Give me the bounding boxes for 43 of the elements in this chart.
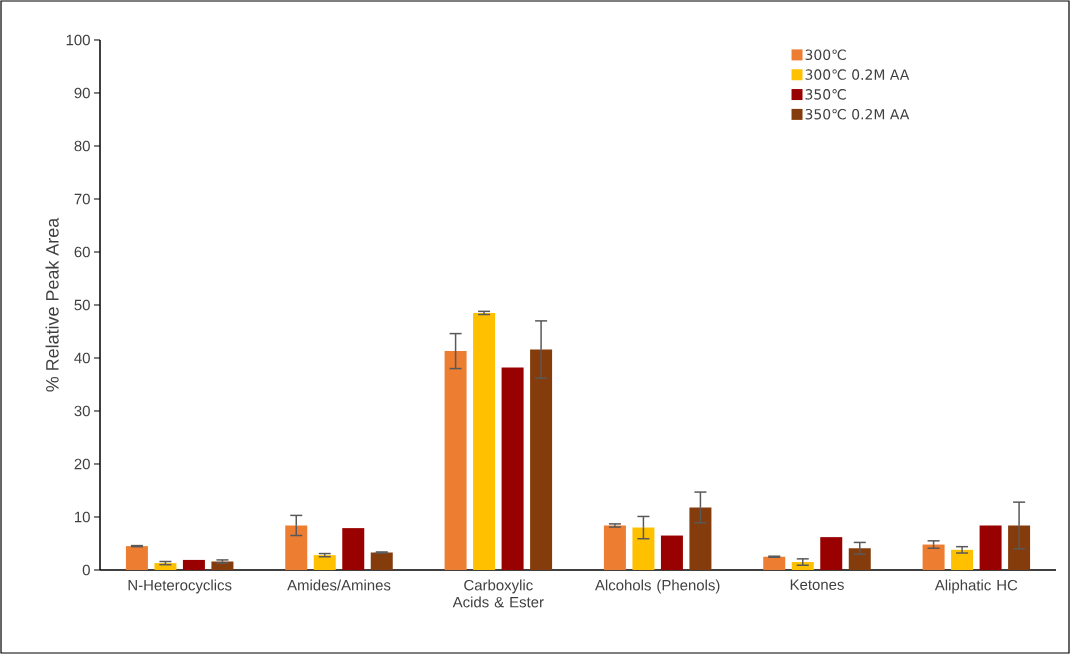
bar bbox=[370, 552, 393, 570]
x-tick-label: Amides/Amines bbox=[287, 579, 391, 591]
legend-label: 300℃ 0.2M AA bbox=[805, 69, 910, 80]
bar bbox=[922, 544, 945, 570]
y-tick-label: 70 bbox=[74, 193, 90, 205]
y-tick-label: 30 bbox=[74, 405, 90, 417]
y-tick-label: 40 bbox=[74, 352, 90, 364]
bar bbox=[820, 537, 843, 570]
bar bbox=[444, 351, 467, 570]
legend-label: 300℃ bbox=[805, 49, 846, 61]
bar bbox=[530, 349, 553, 570]
x-tick-label: N-Heterocyclics bbox=[128, 579, 232, 594]
y-tick-label: 100 bbox=[66, 34, 90, 46]
x-tick-label: Carboxylic Acids & Ester bbox=[452, 579, 544, 608]
bar bbox=[342, 528, 365, 570]
bar bbox=[125, 546, 148, 570]
bar bbox=[632, 527, 655, 570]
bar bbox=[763, 556, 786, 570]
x-tick-label: Ketones bbox=[790, 579, 844, 590]
legend-label: 350℃ bbox=[805, 89, 846, 100]
bar bbox=[848, 548, 871, 570]
legend-label: 350℃ 0.2M AA bbox=[805, 108, 910, 120]
y-tick-label: 0 bbox=[82, 564, 90, 576]
bar bbox=[285, 525, 308, 570]
bar bbox=[154, 563, 177, 570]
bar bbox=[689, 507, 712, 570]
bar bbox=[473, 312, 496, 570]
bar bbox=[501, 367, 524, 570]
bar bbox=[313, 555, 336, 570]
y-tick-label: 60 bbox=[74, 246, 90, 258]
bar bbox=[660, 535, 683, 570]
y-tick-label: 20 bbox=[74, 458, 90, 470]
y-tick-label: 90 bbox=[74, 87, 90, 99]
x-tick-label: Aliphatic HC bbox=[934, 579, 1018, 594]
y-tick-label: 80 bbox=[74, 140, 90, 152]
x-tick-label: Alcohols (Phenols) bbox=[594, 579, 720, 594]
bar bbox=[979, 525, 1002, 570]
y-tick-label: 50 bbox=[74, 299, 90, 311]
bar bbox=[182, 559, 205, 570]
bar bbox=[603, 525, 626, 570]
y-tick-label: 10 bbox=[75, 511, 90, 523]
y-axis-title: % Relative Peak Area bbox=[45, 217, 59, 392]
bar bbox=[951, 549, 974, 570]
